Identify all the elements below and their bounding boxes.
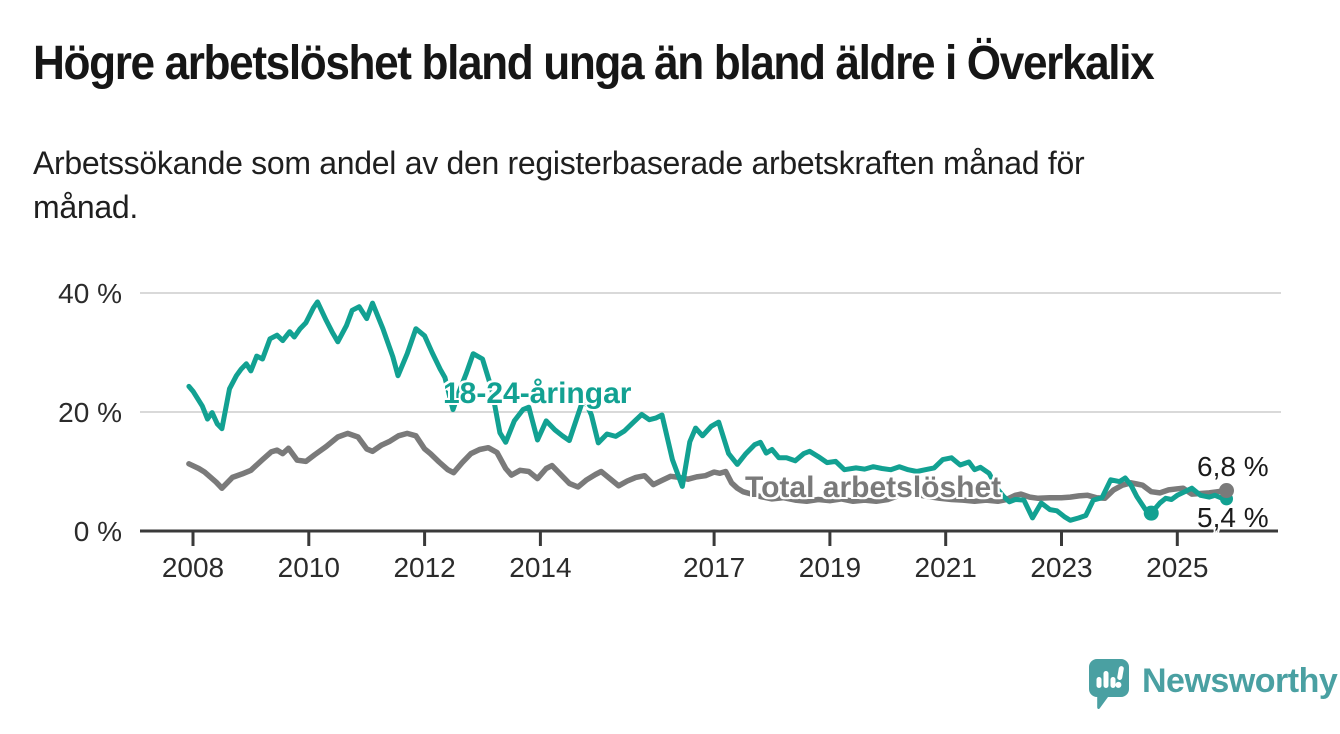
chart-subtitle-line-2: månad. — [33, 189, 138, 225]
series-label-18-24: 18-24-åringar — [443, 377, 632, 410]
x-tick-label: 2010 — [278, 552, 340, 583]
chart-subtitle-line-1: Arbetssökande som andel av den registerb… — [33, 145, 1085, 181]
y-tick-label: 0 % — [74, 516, 122, 547]
end-value-label-18-24: 5,4 % — [1197, 502, 1269, 533]
x-tick-label: 2021 — [915, 552, 977, 583]
x-tick-label: 2023 — [1030, 552, 1092, 583]
x-tick-label: 2008 — [162, 552, 224, 583]
y-tick-label: 20 % — [58, 397, 122, 428]
page-title-text: Högre arbetslöshet bland unga än bland ä… — [33, 37, 1155, 90]
x-tick-label: 2017 — [683, 552, 745, 583]
end-value-label-total: 6,8 % — [1197, 451, 1269, 482]
data-point-dot-young — [1143, 505, 1159, 521]
x-tick-label: 2012 — [393, 552, 455, 583]
series-line-young — [186, 299, 1229, 523]
x-tick-label: 2025 — [1146, 552, 1208, 583]
series-label-total: Total arbetslöshet — [745, 471, 1002, 504]
x-tick-label: 2014 — [509, 552, 571, 583]
x-tick-label: 2019 — [799, 552, 861, 583]
newsworthy-logo-icon — [1089, 659, 1129, 710]
y-tick-label: 40 % — [58, 278, 122, 309]
page-title: Högre arbetslöshet bland unga än bland ä… — [33, 36, 1251, 91]
chart-subtitle: Arbetssökande som andel av den registerb… — [33, 141, 1085, 229]
series-end-dot-total — [1219, 483, 1235, 499]
series-line-total — [186, 430, 1230, 505]
newsworthy-logo[interactable]: Newsworthy — [1089, 659, 1338, 711]
newsworthy-logo-text: Newsworthy — [1142, 662, 1338, 700]
